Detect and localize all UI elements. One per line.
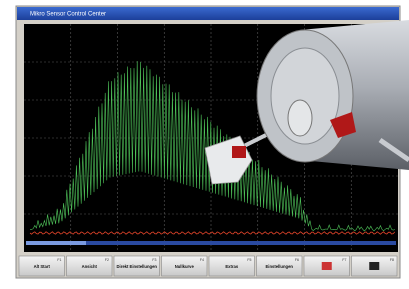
button-label: Alt Start [34, 264, 51, 269]
button-label: Nullkurve [175, 264, 195, 269]
button-icon [369, 262, 379, 270]
clip-red [232, 146, 246, 158]
function-key: F3 [152, 258, 156, 262]
button-label: Ansicht [82, 264, 98, 269]
button-label: Einstellungen [266, 264, 294, 269]
function-key: F4 [200, 258, 204, 262]
button-icon [322, 262, 332, 270]
screenshot: Mikro Sensor Control Center F1 Alt Start F… [0, 0, 409, 284]
button-label: Direkt Einstellungen [117, 264, 158, 269]
function-key: F2 [105, 258, 109, 262]
window-title: Mikro Sensor Control Center [30, 12, 106, 18]
function-key: F7 [342, 258, 346, 262]
button-label: Extras [225, 264, 238, 269]
adjuster [288, 100, 312, 136]
function-key: F1 [57, 258, 61, 262]
function-key: F5 [247, 258, 251, 262]
scroll-thumb[interactable] [26, 241, 86, 245]
function-key: F8 [390, 258, 394, 262]
function-key: F6 [295, 258, 299, 262]
page: Mikro Sensor Control Center F1 Alt Start F… [0, 0, 409, 284]
